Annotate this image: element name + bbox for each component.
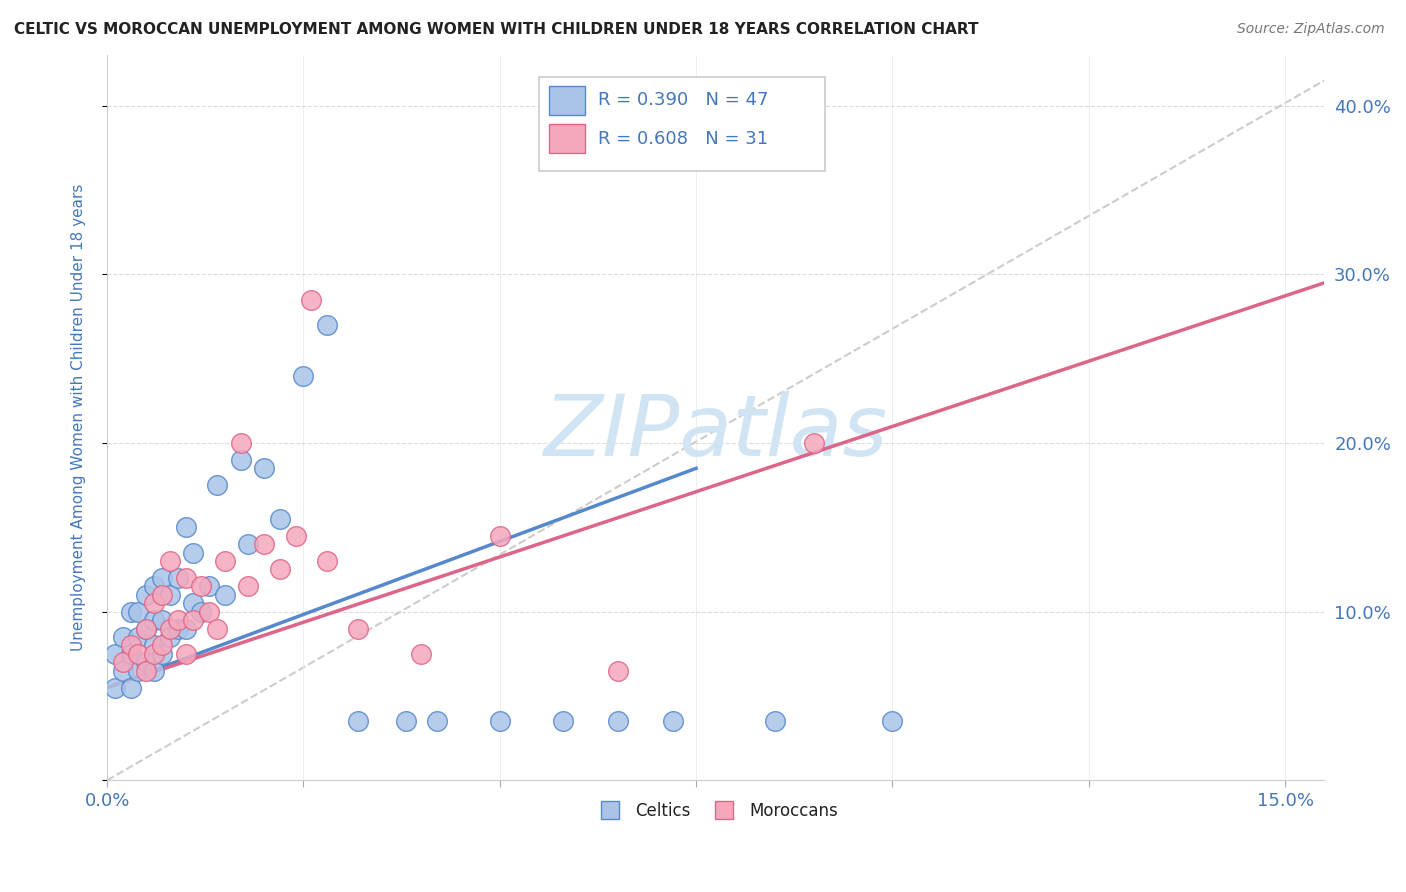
Text: Source: ZipAtlas.com: Source: ZipAtlas.com xyxy=(1237,22,1385,37)
Text: CELTIC VS MOROCCAN UNEMPLOYMENT AMONG WOMEN WITH CHILDREN UNDER 18 YEARS CORRELA: CELTIC VS MOROCCAN UNEMPLOYMENT AMONG WO… xyxy=(14,22,979,37)
Point xyxy=(120,639,142,653)
Point xyxy=(316,554,339,568)
Point xyxy=(174,622,197,636)
Point xyxy=(763,714,786,729)
Point xyxy=(426,714,449,729)
Point xyxy=(127,605,149,619)
Point xyxy=(882,714,904,729)
Point xyxy=(159,554,181,568)
Point xyxy=(174,520,197,534)
Point xyxy=(551,714,574,729)
Point xyxy=(488,529,510,543)
Point xyxy=(150,639,173,653)
Point xyxy=(253,461,276,475)
Y-axis label: Unemployment Among Women with Children Under 18 years: Unemployment Among Women with Children U… xyxy=(72,184,86,651)
Point xyxy=(143,647,166,661)
Point xyxy=(135,655,157,669)
Point xyxy=(143,613,166,627)
Point xyxy=(174,647,197,661)
Point xyxy=(111,655,134,669)
Text: R = 0.390   N = 47: R = 0.390 N = 47 xyxy=(598,91,768,109)
Point xyxy=(166,613,188,627)
Point xyxy=(150,588,173,602)
Point xyxy=(205,478,228,492)
Point xyxy=(135,664,157,678)
Point xyxy=(190,579,212,593)
Point xyxy=(111,664,134,678)
Point xyxy=(127,647,149,661)
Point xyxy=(299,293,322,307)
Point xyxy=(159,630,181,644)
Point xyxy=(104,647,127,661)
Point xyxy=(135,588,157,602)
Point xyxy=(127,630,149,644)
Point xyxy=(253,537,276,551)
Text: R = 0.608   N = 31: R = 0.608 N = 31 xyxy=(598,129,768,147)
Point xyxy=(488,714,510,729)
Point xyxy=(606,714,628,729)
Point xyxy=(238,579,260,593)
Point xyxy=(411,647,433,661)
Text: ZIPatlas: ZIPatlas xyxy=(544,391,887,474)
Point xyxy=(292,368,315,383)
Point xyxy=(269,512,291,526)
Point xyxy=(606,664,628,678)
Point xyxy=(238,537,260,551)
Legend: Celtics, Moroccans: Celtics, Moroccans xyxy=(588,795,845,826)
FancyBboxPatch shape xyxy=(548,86,585,114)
Point xyxy=(198,579,221,593)
Point xyxy=(229,436,252,450)
Point xyxy=(183,596,205,610)
Point xyxy=(190,605,212,619)
Point xyxy=(135,622,157,636)
Point xyxy=(316,318,339,332)
Point xyxy=(284,529,307,543)
FancyBboxPatch shape xyxy=(540,77,825,171)
Point xyxy=(661,714,683,729)
Point xyxy=(135,622,157,636)
Point xyxy=(159,622,181,636)
Point xyxy=(111,630,134,644)
FancyBboxPatch shape xyxy=(548,124,585,153)
Point xyxy=(394,714,416,729)
Point xyxy=(166,571,188,585)
Point xyxy=(150,613,173,627)
Point xyxy=(174,571,197,585)
Point xyxy=(214,554,236,568)
Point xyxy=(159,588,181,602)
Point xyxy=(143,579,166,593)
Point xyxy=(120,681,142,695)
Point xyxy=(143,639,166,653)
Point xyxy=(143,596,166,610)
Point xyxy=(104,681,127,695)
Point xyxy=(120,605,142,619)
Point xyxy=(150,647,173,661)
Point xyxy=(214,588,236,602)
Point xyxy=(143,664,166,678)
Point xyxy=(166,622,188,636)
Point xyxy=(803,436,825,450)
Point xyxy=(183,613,205,627)
Point xyxy=(183,546,205,560)
Point xyxy=(205,622,228,636)
Point xyxy=(229,453,252,467)
Point xyxy=(150,571,173,585)
Point xyxy=(198,605,221,619)
Point xyxy=(347,622,370,636)
Point xyxy=(120,647,142,661)
Point xyxy=(269,562,291,576)
Point xyxy=(347,714,370,729)
Point xyxy=(127,664,149,678)
